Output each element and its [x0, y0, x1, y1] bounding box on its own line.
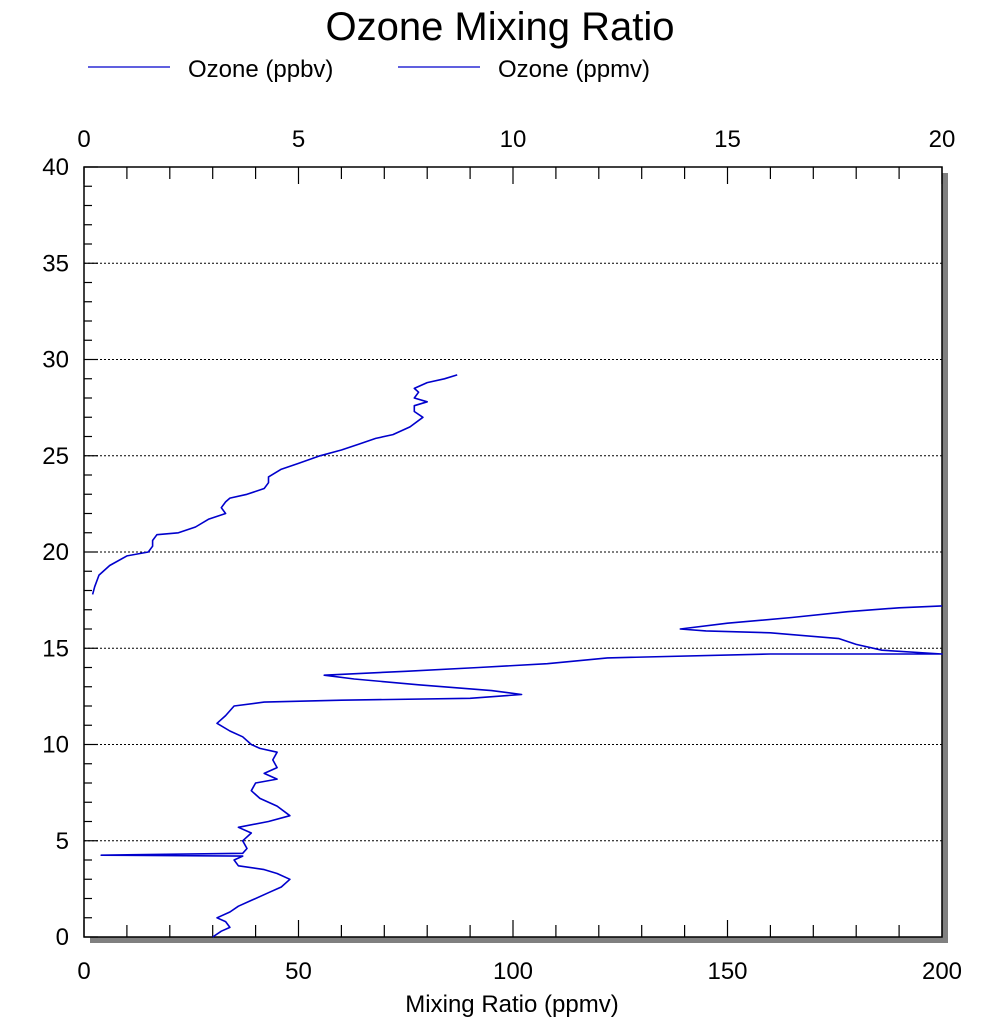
series-line-ppbv — [100, 605, 943, 938]
top-tick-label: 15 — [714, 126, 741, 153]
x-axis-title: Mixing Ratio (ppmv) — [405, 991, 618, 1018]
grid — [84, 262, 942, 842]
y-tick-label: 15 — [42, 635, 69, 662]
legend: Ozone (ppbv) Ozone (ppmv) — [88, 56, 650, 83]
bottom-tick-label: 50 — [285, 958, 312, 985]
top-tick-label: 5 — [292, 126, 305, 153]
y-tick-label: 35 — [42, 250, 69, 277]
y-tick-label: 10 — [42, 732, 69, 759]
series — [91, 374, 943, 938]
legend-label-ppbv: Ozone (ppbv) — [188, 56, 333, 83]
bottom-tick-label: 0 — [77, 958, 90, 985]
top-tick-label: 0 — [77, 126, 90, 153]
chart-title: Ozone Mixing Ratio — [325, 5, 674, 49]
tick-labels: 0 5 10 15 20 25 30 35 40 0 50 100 150 200 0 5 10 15 20 — [42, 126, 962, 985]
y-tick-label: 40 — [42, 154, 69, 181]
top-tick-label: 20 — [929, 126, 956, 153]
series-line-ppmv — [91, 374, 458, 595]
legend-label-ppmv: Ozone (ppmv) — [498, 56, 650, 83]
y-tick-label: 5 — [56, 828, 69, 855]
bottom-tick-label: 200 — [922, 958, 962, 985]
axis-ticks — [83, 166, 943, 938]
y-tick-label: 20 — [42, 539, 69, 566]
y-tick-label: 0 — [56, 924, 69, 951]
y-tick-label: 25 — [42, 443, 69, 470]
top-tick-label: 10 — [500, 126, 527, 153]
bottom-tick-label: 150 — [707, 958, 747, 985]
y-tick-label: 30 — [42, 347, 69, 374]
bottom-tick-label: 100 — [493, 958, 533, 985]
